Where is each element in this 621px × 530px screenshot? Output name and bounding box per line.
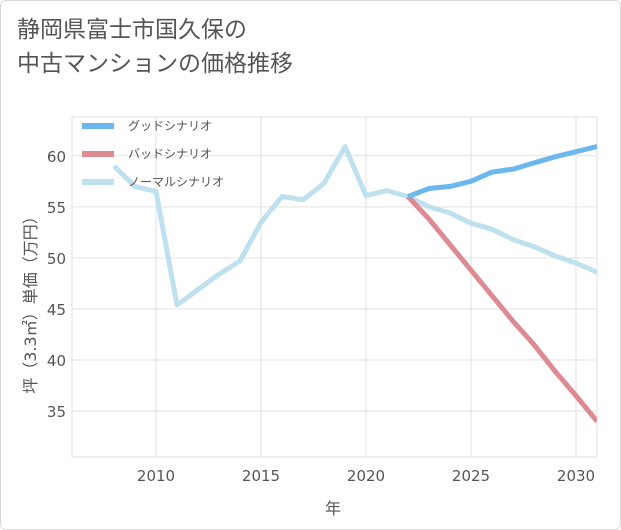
y-tick-label-55: 55	[47, 199, 66, 217]
legend-item-1[interactable]: バッドシナリオ	[82, 147, 212, 161]
grid	[71, 116, 598, 458]
x-axis-label: 年	[325, 499, 341, 518]
series-lines	[112, 144, 597, 423]
y-axis-ticks: 35 40 45 50 55 60	[47, 148, 66, 421]
plot-area-border	[71, 116, 598, 458]
legend-label-2: ノーマルシナリオ	[128, 175, 224, 189]
legend-label-1: バッドシナリオ	[128, 147, 212, 161]
x-tick-label-2030: 2030	[557, 467, 595, 485]
x-tick-label-2020: 2020	[347, 467, 385, 485]
series-line-2	[112, 144, 597, 308]
series-line-0	[407, 144, 597, 199]
chart-title-line-1: 静岡県富士市国久保の	[17, 17, 247, 43]
x-tick-label-2025: 2025	[452, 467, 490, 485]
y-tick-label-45: 45	[47, 301, 66, 319]
y-tick-label-50: 50	[47, 250, 66, 268]
x-tick-label-2015: 2015	[242, 467, 280, 485]
legend-item-0[interactable]: グッドシナリオ	[82, 119, 212, 133]
x-tick-label-2010: 2010	[137, 467, 175, 485]
series-line-1	[406, 194, 597, 423]
y-tick-label-35: 35	[47, 403, 66, 421]
x-axis-ticks: 2010 2015 2020 2025 2030	[137, 467, 595, 485]
chart-title-line-2: 中古マンションの価格推移	[17, 51, 293, 77]
legend-item-2[interactable]: ノーマルシナリオ	[82, 175, 224, 189]
y-tick-label-40: 40	[47, 352, 66, 370]
y-axis-label: 坪（3.3㎡）単価（万円）	[21, 208, 40, 393]
legend-label-0: グッドシナリオ	[128, 119, 212, 133]
y-tick-label-60: 60	[47, 148, 66, 166]
chart-title: 静岡県富士市国久保の 中古マンションの価格推移	[17, 13, 293, 81]
